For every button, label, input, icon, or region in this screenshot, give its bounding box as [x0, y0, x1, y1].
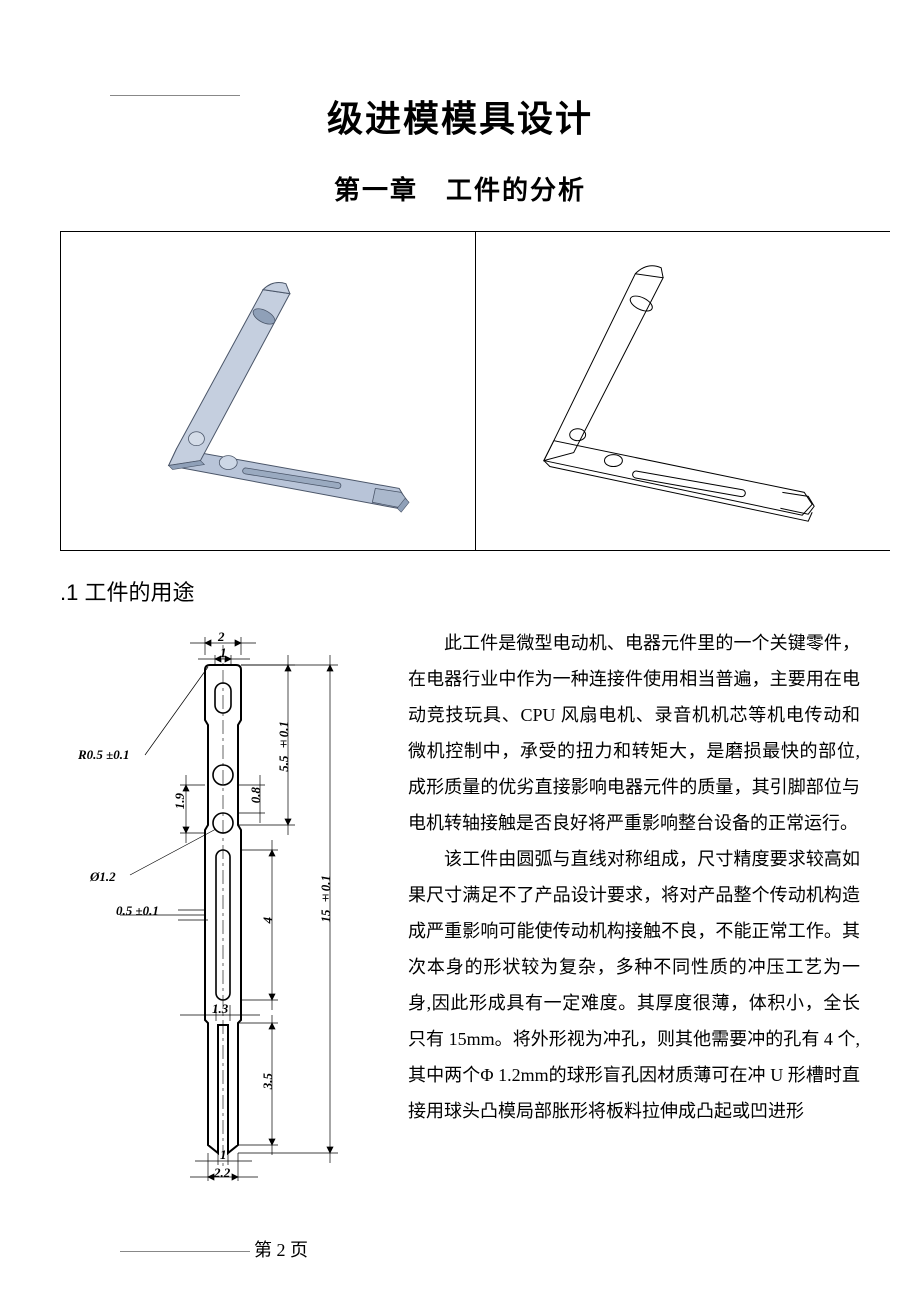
figure-wireframe-3d — [476, 232, 890, 550]
dim-19: 1.9 — [172, 793, 188, 809]
dim-15: 15 ±0.1 — [318, 875, 334, 923]
body-text-column: 此工件是微型电动机、电器元件里的一个关键零件，在电器行业中作为一种连接件使用相当… — [408, 625, 860, 1185]
dim-08: 0.8 — [248, 787, 264, 803]
dim-bot-1: 1 — [220, 1147, 227, 1163]
dim-top-1: 1 — [220, 645, 227, 661]
dim-4: 4 — [260, 917, 276, 924]
dim-r05: R0.5 ±0.1 — [78, 747, 130, 763]
section-heading: .1 工件的用途 — [60, 575, 860, 607]
two-column-layout: 2 1 R0.5 ±0.1 Ø1.2 1.9 0.5 ±0.1 5.5 ±0.1… — [60, 625, 860, 1185]
dim-05: 0.5 ±0.1 — [116, 903, 159, 919]
dim-bot-22: 2.2 — [214, 1165, 230, 1181]
footer-rule — [120, 1251, 250, 1252]
header-rule — [110, 95, 240, 96]
dim-top-2: 2 — [218, 629, 225, 645]
dim-phi12: Ø1.2 — [90, 869, 116, 885]
figure-row — [60, 231, 890, 551]
dim-55: 5.5 ±0.1 — [276, 721, 292, 772]
page-footer: 第 2 页 — [120, 1236, 308, 1262]
para2-part-a: 该工件由圆弧与直线对称组成，尺寸精度要求较高如果尺寸满足不了产品设计要求，将对产… — [408, 849, 860, 1085]
figure-shaded-3d — [61, 232, 476, 550]
chapter-heading: 第一章 工件的分析 — [60, 170, 860, 207]
phi-symbol: Φ — [480, 1065, 493, 1085]
page-number: 第 2 页 — [254, 1240, 308, 1260]
dim-13: 1.3 — [212, 1001, 228, 1017]
paragraph-1: 此工件是微型电动机、电器元件里的一个关键零件，在电器行业中作为一种连接件使用相当… — [408, 625, 860, 841]
page-title: 级进模模具设计 — [60, 90, 860, 142]
dim-35: 3.5 — [260, 1073, 276, 1089]
paragraph-2: 该工件由圆弧与直线对称组成，尺寸精度要求较高如果尺寸满足不了产品设计要求，将对产… — [408, 841, 860, 1129]
engineering-drawing: 2 1 R0.5 ±0.1 Ø1.2 1.9 0.5 ±0.1 5.5 ±0.1… — [60, 625, 380, 1185]
